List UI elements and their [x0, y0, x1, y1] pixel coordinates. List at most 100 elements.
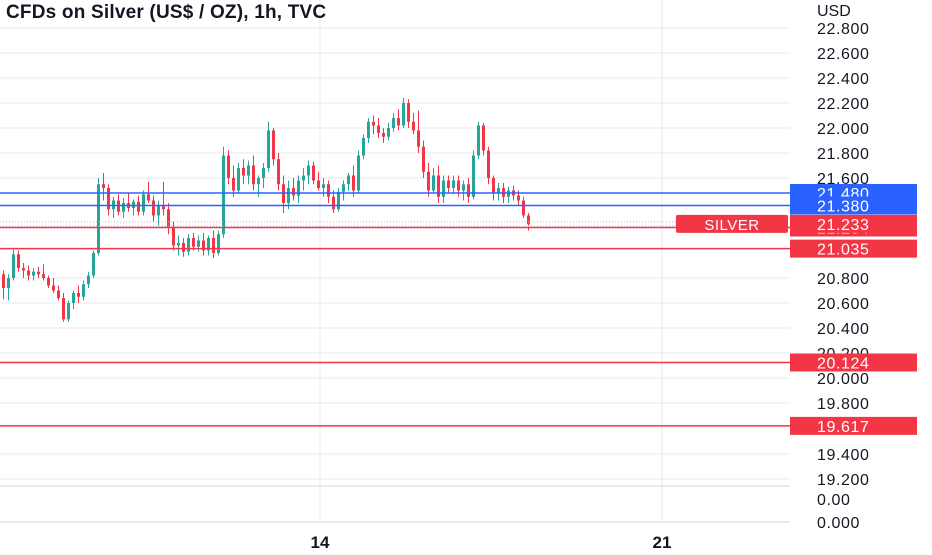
candle-body — [427, 171, 430, 191]
price-tick-label: 22.000 — [817, 121, 870, 138]
candle-body — [207, 238, 210, 251]
price-tick-label: 22.800 — [817, 21, 870, 38]
candle-body — [242, 168, 245, 176]
horizontal-levels-layer — [0, 192, 790, 427]
candle-body — [72, 293, 75, 303]
candle-body — [432, 175, 435, 191]
candle-body — [102, 184, 105, 188]
price-level-badge — [790, 239, 917, 258]
volume-tick-label: 0.000 — [817, 515, 860, 532]
symbol-tag — [676, 214, 788, 233]
candle-body — [257, 178, 260, 185]
candle-body — [222, 155, 225, 235]
candle-body — [462, 184, 465, 191]
candle-body — [422, 146, 425, 172]
candle-body — [77, 293, 80, 297]
price-tick-label: 21.600 — [817, 171, 870, 188]
candle-body — [412, 121, 415, 131]
candle-body — [177, 243, 180, 246]
candle-body — [527, 215, 530, 225]
candle-body — [357, 155, 360, 191]
price-tick-label: 22.400 — [817, 71, 870, 88]
candle-body — [402, 103, 405, 126]
candle-body — [482, 125, 485, 151]
candle-body — [297, 180, 300, 196]
candle-body — [327, 184, 330, 197]
candle-body — [52, 285, 55, 291]
candle-body — [517, 195, 520, 201]
price-tick-label: 19.800 — [817, 396, 870, 413]
candle-body — [382, 133, 385, 137]
candle-body — [187, 238, 190, 252]
candle-body — [237, 168, 240, 191]
candle-body — [277, 159, 280, 185]
candle-body — [37, 271, 40, 275]
candle-body — [287, 188, 290, 203]
candle-body — [342, 184, 345, 192]
candle-body — [202, 240, 205, 251]
candle-body — [322, 184, 325, 188]
time-tick-label: 14 — [311, 533, 330, 550]
candle-body — [497, 188, 500, 193]
candle-body — [142, 194, 145, 212]
candle-body — [97, 184, 100, 253]
candle-body — [477, 125, 480, 156]
candle-body — [262, 168, 265, 178]
candle-body — [167, 209, 170, 228]
candle-body — [417, 130, 420, 147]
price-level-badge — [790, 353, 917, 372]
candle-body — [272, 130, 275, 160]
candle-body — [367, 121, 370, 138]
price-tick-label: 22.200 — [817, 96, 870, 113]
candle-body — [302, 175, 305, 181]
candle-body — [267, 130, 270, 168]
candle-body — [122, 203, 125, 212]
candle-body — [437, 175, 440, 197]
candle-body — [292, 188, 295, 196]
candle-body — [332, 196, 335, 210]
candle-body — [152, 200, 155, 216]
candle-body — [452, 180, 455, 188]
candle-body — [392, 118, 395, 128]
time-tick-label: 21 — [653, 533, 672, 550]
last-price-badge — [790, 214, 917, 233]
grid-layer — [0, 0, 790, 523]
candle-body — [22, 268, 25, 271]
candle-body — [397, 118, 400, 126]
price-level-badge — [790, 416, 917, 435]
candle-body — [317, 180, 320, 188]
price-level-badge-label: 19.617 — [817, 419, 870, 436]
candle-body — [87, 275, 90, 285]
price-level-badge-label: 20.124 — [817, 356, 870, 373]
candle-body — [162, 205, 165, 210]
candle-body — [32, 271, 35, 276]
candle-body — [377, 125, 380, 133]
candle-body — [487, 150, 490, 178]
price-level-badge-label: 21.035 — [817, 242, 870, 259]
candle-body — [92, 253, 95, 276]
candle-body — [337, 191, 340, 210]
candle-body — [407, 103, 410, 122]
candle-body — [457, 180, 460, 191]
price-tick-label: 22.600 — [817, 46, 870, 63]
candle-body — [192, 238, 195, 247]
candle-body — [137, 201, 140, 212]
candle-body — [472, 155, 475, 197]
candle-body — [217, 234, 220, 253]
candle-body — [247, 165, 250, 176]
candle-body — [47, 278, 50, 286]
candle-body — [522, 200, 525, 216]
candle-body — [12, 254, 15, 278]
candle-body — [82, 284, 85, 297]
candles-layer — [2, 98, 530, 322]
price-tick-label: 20.400 — [817, 321, 870, 338]
candle-body — [2, 274, 5, 288]
candle-body — [227, 155, 230, 178]
currency-label: USD — [817, 3, 851, 20]
candle-body — [307, 165, 310, 176]
price-tick-label: 20.000 — [817, 371, 870, 388]
candle-body — [7, 278, 10, 288]
candle-body — [212, 238, 215, 253]
